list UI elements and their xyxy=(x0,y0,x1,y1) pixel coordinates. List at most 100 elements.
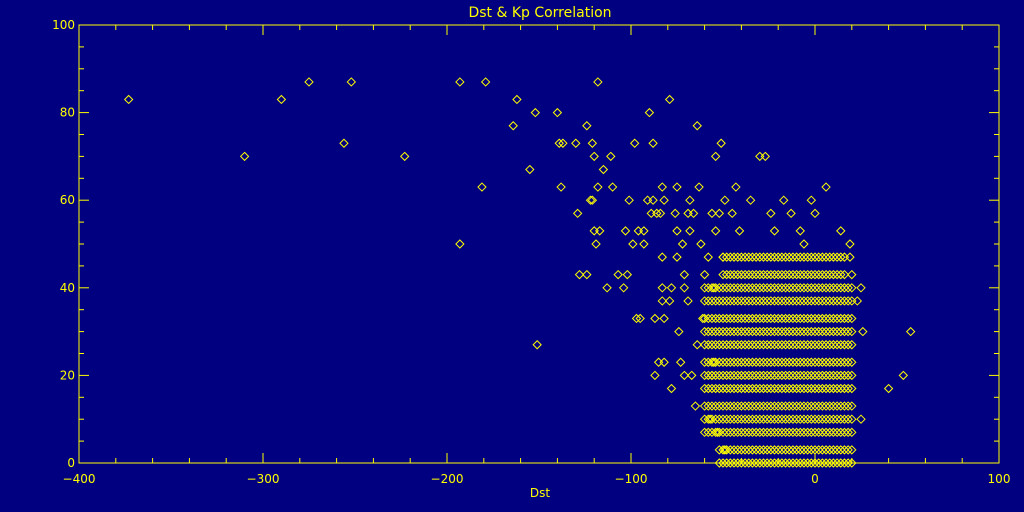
data-point xyxy=(810,283,820,293)
data-point xyxy=(777,458,787,468)
data-point xyxy=(832,458,842,468)
data-point xyxy=(836,357,846,367)
data-point xyxy=(832,414,842,424)
data-point xyxy=(744,370,754,381)
data-point xyxy=(699,414,710,424)
data-point xyxy=(694,182,704,192)
data-point xyxy=(740,383,750,394)
data-point xyxy=(799,357,809,367)
data-point xyxy=(806,370,817,381)
data-point xyxy=(813,269,824,280)
data-point xyxy=(788,401,798,411)
data-point xyxy=(766,252,776,262)
data-point xyxy=(725,401,736,411)
data-point xyxy=(703,340,713,350)
data-point xyxy=(512,94,522,105)
data-point xyxy=(802,445,813,455)
y-tick-label: 60 xyxy=(60,193,75,207)
data-point xyxy=(744,414,754,424)
data-point xyxy=(714,445,725,455)
data-point xyxy=(707,401,717,411)
data-point xyxy=(769,326,780,337)
data-point xyxy=(817,296,828,306)
data-point xyxy=(769,296,780,306)
data-point xyxy=(795,283,805,293)
data-point xyxy=(813,401,824,411)
data-point xyxy=(703,414,713,424)
data-point xyxy=(571,138,581,148)
data-point xyxy=(582,121,592,131)
data-point xyxy=(707,313,717,324)
data-point xyxy=(777,370,787,381)
data-point xyxy=(699,340,710,350)
data-point xyxy=(718,357,728,367)
data-point xyxy=(758,252,769,262)
data-point xyxy=(817,313,828,324)
data-point xyxy=(825,269,835,280)
data-point xyxy=(813,458,824,468)
data-point xyxy=(744,313,754,324)
data-point xyxy=(729,383,739,394)
data-point xyxy=(795,370,805,381)
data-point xyxy=(736,427,747,438)
data-point xyxy=(810,414,820,424)
data-point xyxy=(747,252,758,262)
data-point xyxy=(836,401,846,411)
data-point xyxy=(777,269,787,280)
data-point xyxy=(734,226,745,236)
data-point xyxy=(762,370,772,381)
data-point xyxy=(593,77,603,87)
data-point xyxy=(795,357,805,367)
data-point xyxy=(817,401,828,411)
data-point xyxy=(769,458,780,468)
data-point xyxy=(813,445,824,455)
data-point xyxy=(791,326,802,337)
data-points xyxy=(123,77,916,468)
data-point xyxy=(707,357,717,367)
data-point xyxy=(769,357,780,367)
data-point xyxy=(832,326,842,337)
data-point xyxy=(799,458,809,468)
data-point xyxy=(714,383,725,394)
data-point xyxy=(622,269,633,280)
data-point xyxy=(836,283,846,293)
data-point xyxy=(799,445,809,455)
data-point xyxy=(666,283,677,293)
data-point xyxy=(825,313,835,324)
data-point xyxy=(721,458,732,468)
data-point xyxy=(755,401,765,411)
data-point xyxy=(788,283,798,293)
data-point xyxy=(795,383,805,394)
data-point xyxy=(591,239,601,249)
data-point xyxy=(817,357,828,367)
data-point xyxy=(747,340,758,350)
data-point xyxy=(817,370,828,381)
data-point xyxy=(766,313,776,324)
data-point xyxy=(624,195,634,205)
data-point xyxy=(740,252,750,262)
data-point xyxy=(648,138,658,148)
data-point xyxy=(836,370,846,381)
data-point xyxy=(747,401,758,411)
data-point xyxy=(839,326,850,337)
data-point xyxy=(593,182,603,192)
data-point xyxy=(773,340,783,350)
data-point xyxy=(847,326,857,337)
data-point xyxy=(777,445,787,455)
data-point xyxy=(758,269,769,280)
data-point xyxy=(791,445,802,455)
data-point xyxy=(725,252,736,262)
data-point xyxy=(692,340,702,350)
data-point xyxy=(825,296,835,306)
data-point xyxy=(718,445,728,455)
data-point xyxy=(733,296,743,306)
data-point xyxy=(674,326,684,337)
data-point xyxy=(725,357,736,367)
data-point xyxy=(795,414,805,424)
data-point xyxy=(574,269,585,280)
data-point xyxy=(799,239,809,249)
data-point xyxy=(799,427,809,438)
data-point xyxy=(847,401,857,411)
data-point xyxy=(766,340,776,350)
data-point xyxy=(898,370,909,381)
